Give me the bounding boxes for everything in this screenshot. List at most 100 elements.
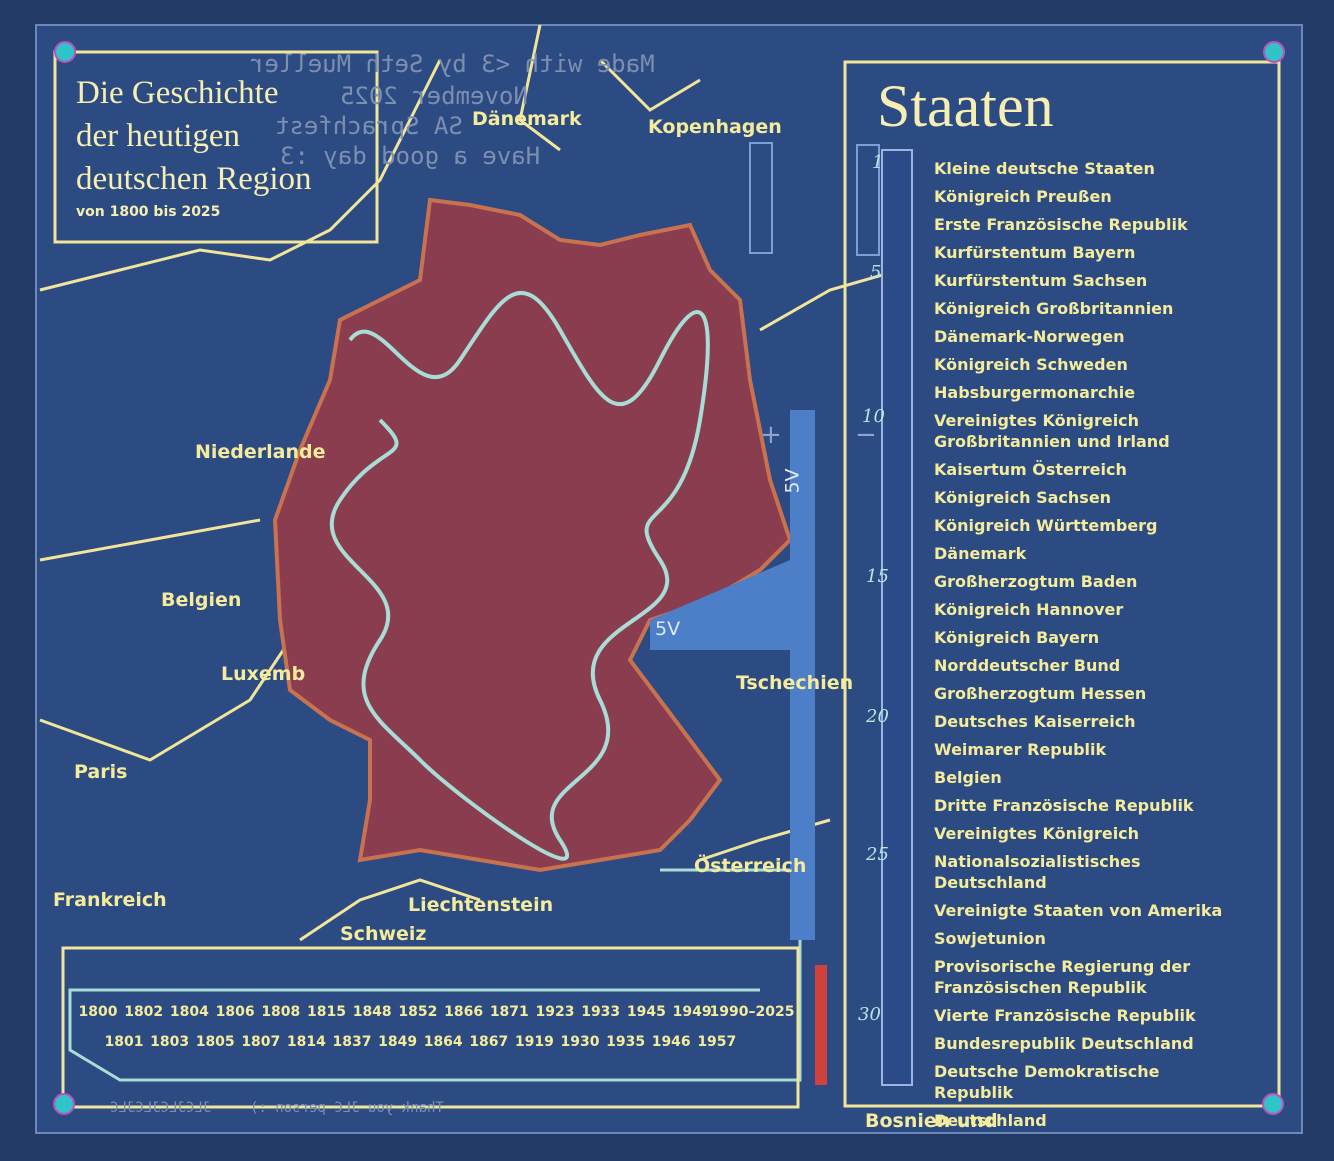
- year-label: 1933: [581, 1004, 621, 1020]
- staat: Königreich Hannover: [934, 599, 1124, 619]
- back-text: SA Sprachfest: [275, 112, 463, 140]
- staat: Königreich Großbritannien: [934, 298, 1174, 318]
- year-label: 1804: [169, 1004, 209, 1020]
- staat: Deutsches Kaiserreich: [934, 711, 1136, 731]
- year-label: 1946: [651, 1034, 691, 1050]
- back-text: JLCJLCJLCJLC: [110, 1100, 212, 1116]
- staat: Dänemark-Norwegen: [934, 326, 1125, 346]
- header-pins: [749, 142, 773, 254]
- year-label: 1957: [697, 1034, 737, 1050]
- map-label: Niederlande: [195, 441, 326, 463]
- year-label: 1808: [261, 1004, 301, 1020]
- jumper: [815, 965, 827, 1085]
- border-lines: [39, 24, 901, 942]
- staat: Provisorische Regierung der Französische…: [934, 956, 1191, 997]
- map-label: Liechtenstein: [408, 894, 554, 916]
- year-label: 1864: [423, 1034, 463, 1050]
- germany-shape: [272, 197, 793, 873]
- staat: Vereinigtes Königreich Großbritannien un…: [934, 410, 1170, 451]
- staat: Kurfürstentum Sachsen: [934, 270, 1148, 290]
- staat: Weimarer Republik: [934, 739, 1107, 759]
- year-label: 1848: [352, 1004, 392, 1020]
- staat: Dänemark: [934, 543, 1027, 563]
- power-label: −: [855, 420, 877, 450]
- year-label: 1919: [514, 1034, 554, 1050]
- mounting-holes: [53, 41, 1285, 1115]
- staat: Dritte Französische Republik: [934, 795, 1194, 815]
- map-label: Österreich: [694, 855, 807, 877]
- staat: Habsburgermonarchie: [934, 382, 1136, 402]
- power-label: 5V: [655, 618, 681, 640]
- staat: Vereinigte Staaten von Amerika: [934, 900, 1223, 920]
- staat: Kaisertum Österreich: [934, 459, 1127, 479]
- year-label: 1866: [444, 1004, 484, 1020]
- year-label: 1814: [286, 1034, 326, 1050]
- year-label: 1949: [672, 1004, 712, 1020]
- year-label: 1806: [215, 1004, 255, 1020]
- staat: Kurfürstentum Bayern: [934, 242, 1136, 262]
- year-label: 1815: [307, 1004, 346, 1020]
- title: Die Geschichte der heutigen deutschen Re…: [76, 72, 312, 201]
- marker: 30: [858, 1004, 881, 1025]
- map-label: Paris: [74, 761, 128, 783]
- years-frame: [61, 946, 800, 1109]
- power-label: 5V: [781, 468, 804, 494]
- map-label: Kopenhagen: [648, 116, 782, 138]
- staat: Kleine deutsche Staaten: [934, 158, 1155, 178]
- title-frame: [53, 50, 379, 244]
- marker: 20: [866, 706, 889, 727]
- year-label: 1805: [195, 1034, 235, 1050]
- marker: 1: [872, 152, 884, 173]
- year-label: 1867: [469, 1034, 509, 1050]
- map-label: Schweiz: [340, 923, 427, 945]
- staat: Bundesrepublik Deutschland: [934, 1033, 1194, 1053]
- staat: Königreich Bayern: [934, 627, 1100, 647]
- year-label: 1923: [535, 1004, 575, 1020]
- year-label: 1807: [241, 1034, 281, 1050]
- map-label: Bosnien und: [865, 1110, 998, 1132]
- staat: Sowjetunion: [934, 928, 1046, 948]
- year-label: 1800: [78, 1004, 118, 1020]
- year-label: 1802: [124, 1004, 164, 1020]
- year-label: 1852: [398, 1004, 438, 1020]
- staat: Nationalsozialistisches Deutschland: [934, 851, 1141, 892]
- staat: Großherzogtum Hessen: [934, 683, 1147, 703]
- year-label: 1837: [332, 1034, 372, 1050]
- map-label: Tschechien: [736, 672, 854, 694]
- map-label: Belgien: [161, 589, 242, 611]
- staat: Deutsche Demokratische Republik: [934, 1061, 1160, 1102]
- map-label: Dänemark: [472, 108, 582, 130]
- led-strip: [881, 149, 913, 1086]
- led-trace: [330, 291, 710, 861]
- map-label: Luxemb: [221, 663, 306, 685]
- staat: Königreich Preußen: [934, 186, 1112, 206]
- staat: Norddeutscher Bund: [934, 655, 1121, 675]
- power-plane: [650, 410, 815, 940]
- power-label: +: [760, 420, 782, 450]
- marker: 5: [870, 262, 882, 283]
- title-line: der heutigen: [76, 118, 241, 154]
- staaten-title: Staaten: [877, 73, 1054, 139]
- back-text: Have a good day :3: [280, 142, 541, 170]
- year-label: 1930: [560, 1034, 600, 1050]
- staat: Erste Französische Republik: [934, 214, 1188, 234]
- staat: Großherzogtum Baden: [934, 571, 1138, 591]
- staat: Vereinigtes Königreich: [934, 823, 1140, 843]
- year-label: 1803: [150, 1034, 190, 1050]
- year-label: 1945: [626, 1004, 666, 1020]
- marker: 15: [866, 566, 889, 587]
- map-label: Frankreich: [53, 889, 167, 911]
- title-line: deutschen Region: [76, 161, 312, 197]
- marker: 10: [862, 406, 885, 427]
- subtitle: von 1800 bis 2025: [76, 204, 221, 220]
- header-pins: [856, 144, 880, 256]
- back-text: Made with <3 by Seth Mueller: [250, 50, 655, 78]
- staaten-frame: [843, 60, 1281, 1108]
- staat: Vierte Französische Republik: [934, 1005, 1196, 1025]
- staat: Deutschland: [934, 1110, 1047, 1130]
- year-label: 1871: [489, 1004, 529, 1020]
- marker: 25: [866, 844, 889, 865]
- staat: Königreich Schweden: [934, 354, 1128, 374]
